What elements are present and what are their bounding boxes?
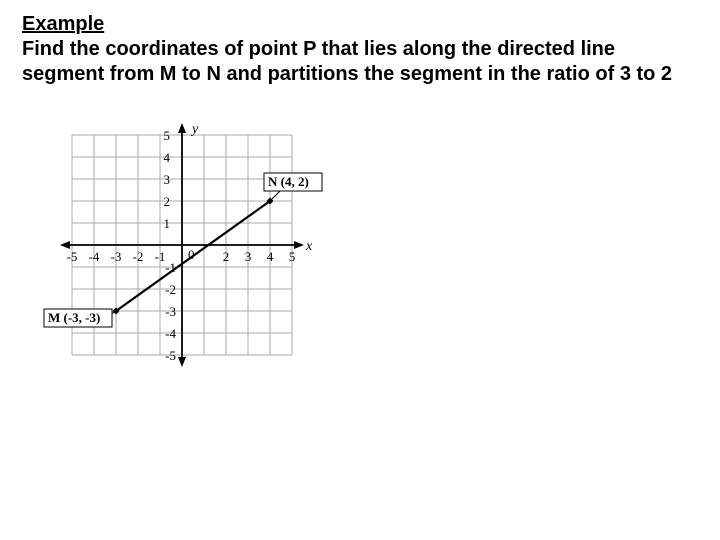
svg-text:2: 2 bbox=[164, 194, 171, 209]
heading-line1: Find the coordinates of point P that lie… bbox=[22, 38, 615, 60]
point-n-label: N (4, 2) bbox=[268, 174, 309, 189]
heading-line2: segment from M to N and partitions the s… bbox=[22, 63, 672, 85]
svg-text:1: 1 bbox=[164, 216, 171, 231]
svg-text:-4: -4 bbox=[165, 326, 176, 341]
svg-text:-4: -4 bbox=[89, 249, 100, 264]
svg-text:-5: -5 bbox=[67, 249, 78, 264]
svg-text:-1: -1 bbox=[155, 249, 166, 264]
coordinate-chart: yx012345-1-2-3-4-52345-5-4-3-2-1N (4, 2)… bbox=[22, 105, 362, 385]
y-axis-label: y bbox=[190, 122, 199, 137]
point-m-label: M (-3, -3) bbox=[48, 310, 100, 325]
svg-text:-3: -3 bbox=[165, 304, 176, 319]
svg-text:-3: -3 bbox=[111, 249, 122, 264]
svg-text:3: 3 bbox=[164, 172, 171, 187]
chart-svg: yx012345-1-2-3-4-52345-5-4-3-2-1N (4, 2)… bbox=[22, 105, 362, 385]
problem-heading: Example Find the coordinates of point P … bbox=[22, 12, 698, 87]
svg-text:3: 3 bbox=[245, 249, 252, 264]
svg-text:5: 5 bbox=[289, 249, 296, 264]
x-axis-label: x bbox=[305, 239, 313, 254]
svg-text:-2: -2 bbox=[165, 282, 176, 297]
svg-text:4: 4 bbox=[164, 150, 171, 165]
example-label: Example bbox=[22, 13, 104, 35]
svg-text:-5: -5 bbox=[165, 348, 176, 363]
svg-text:2: 2 bbox=[223, 249, 230, 264]
svg-text:5: 5 bbox=[164, 128, 171, 143]
svg-text:-2: -2 bbox=[133, 249, 144, 264]
svg-text:4: 4 bbox=[267, 249, 274, 264]
